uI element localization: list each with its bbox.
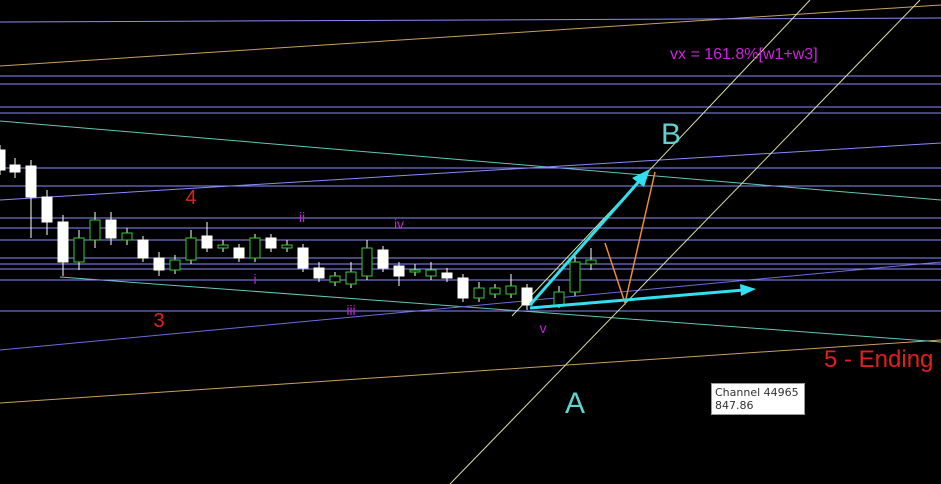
tooltip-name: Channel 44965 <box>715 386 799 399</box>
orange-path <box>604 171 656 306</box>
diagonal-line <box>449 0 921 484</box>
diagonal-line <box>511 0 811 317</box>
candle-body <box>393 265 405 277</box>
tooltip: Channel 44965 847.86 <box>711 383 805 415</box>
candle-body <box>249 237 261 259</box>
point-b: B <box>661 118 681 151</box>
wave-4: 4 <box>185 187 196 209</box>
candle-body <box>121 232 133 241</box>
wave-v: v <box>540 320 547 336</box>
candle-body <box>313 267 325 279</box>
candle-body <box>409 269 421 273</box>
orange-line <box>0 4 941 67</box>
candle-body <box>73 237 85 263</box>
candle-body <box>169 259 181 271</box>
candle-body <box>377 249 389 269</box>
candle-body <box>361 247 373 277</box>
arrow-right <box>529 288 745 310</box>
candle-body <box>505 285 517 295</box>
candle-body <box>185 237 197 261</box>
orange-line <box>0 339 941 404</box>
projection-label: vx = 161.8%[w1+w3] <box>670 46 818 63</box>
candle-body <box>9 164 21 173</box>
candle-body <box>233 247 245 259</box>
tooltip-value: 847.86 <box>715 399 754 412</box>
candle-body <box>585 259 597 265</box>
candle-body <box>297 247 309 269</box>
wave-3: 3 <box>153 310 164 332</box>
teal-line <box>59 276 941 343</box>
level-line <box>0 142 941 201</box>
candle-body <box>521 287 533 306</box>
candle-body <box>329 275 341 283</box>
candle-body <box>441 272 453 279</box>
candle-body <box>41 196 53 223</box>
blue-line <box>0 261 941 351</box>
candle-body <box>425 269 437 277</box>
candle-body <box>569 261 581 293</box>
candle-body <box>553 291 565 306</box>
candle-body <box>153 257 165 271</box>
wave-iv: iv <box>394 216 404 232</box>
arrow-head <box>740 284 756 296</box>
candle-body <box>489 287 501 295</box>
arrow-head <box>632 169 650 187</box>
candle-body <box>345 271 357 285</box>
wave-arrows <box>528 169 756 310</box>
teal-line <box>0 120 941 201</box>
wave-i: i <box>253 271 256 287</box>
candle-body <box>473 287 485 299</box>
wave-iii: iii <box>346 302 355 318</box>
candle-body <box>217 244 229 249</box>
level-line <box>0 17 941 23</box>
candle-body <box>89 219 101 241</box>
candle-body <box>137 239 149 259</box>
candle-body <box>25 165 37 198</box>
arrow-b <box>528 177 644 306</box>
candle-body <box>105 219 117 239</box>
ending-label: 5 - Ending <box>824 346 933 373</box>
wave-ii: ii <box>299 209 305 225</box>
wave-labels: vx = 161.8%[w1+w3] B A 4 3 i ii iii iv v… <box>153 46 933 420</box>
candle-body <box>0 149 6 171</box>
point-a: A <box>565 387 585 420</box>
candle-body <box>457 277 469 299</box>
candle-body <box>281 244 293 249</box>
candle-body <box>265 237 277 249</box>
candle-body <box>57 221 69 263</box>
candle-body <box>201 235 213 249</box>
candles <box>0 145 597 310</box>
